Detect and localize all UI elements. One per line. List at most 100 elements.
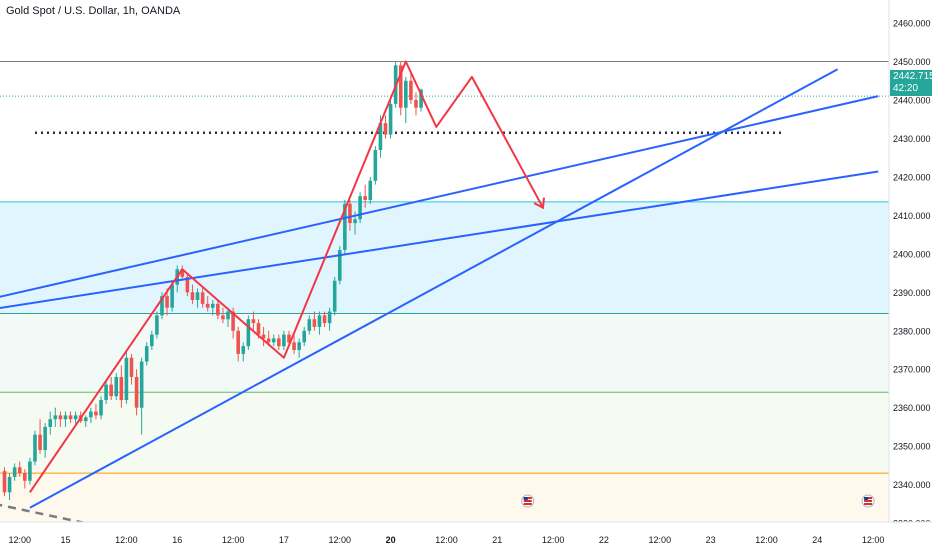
candle-body [63,415,68,420]
candle-body [231,311,235,331]
x-tick-label: 12:00 [862,535,885,545]
last-price-tag: 2442.715 42:20 [890,70,932,96]
projection-arrowhead [533,197,545,210]
candle-body [271,338,276,343]
candle-body [343,203,347,250]
flag-stripe [864,503,873,505]
x-tick-label: 12:00 [329,535,352,545]
candle-body [327,311,332,324]
candle-body [2,471,7,493]
x-tick-label: 12:00 [649,535,672,545]
candle-body [114,376,119,397]
x-tick-label: 20 [386,535,396,545]
candle-body [17,467,22,474]
flag-stripe [864,500,873,502]
candle-body [404,80,408,108]
x-tick-label: 12:00 [115,535,138,545]
y-tick-label: 2450.000 [893,57,931,67]
candle-body [12,467,17,477]
candle-body [190,292,195,300]
candle-body [89,411,93,418]
candle-body [53,415,58,420]
y-tick-label: 2360.000 [893,403,931,413]
last-price-value: 2442.715 [893,71,932,82]
time-axis[interactable] [0,522,932,550]
y-tick-label: 2350.000 [893,442,931,452]
bar-countdown: 42:20 [893,83,919,94]
candle-body [124,357,129,400]
candle-body [302,330,307,343]
candle-body [200,292,205,304]
price-zone [0,313,889,393]
candle-body [28,461,32,481]
candle-body [246,319,251,347]
candle-body [129,357,134,377]
x-tick-label: 21 [492,535,502,545]
candle-body [287,334,291,343]
x-tick-label: 23 [706,535,716,545]
candle-body [73,415,78,420]
trendline[interactable] [29,68,839,509]
y-tick-label: 2340.000 [893,480,931,490]
y-tick-label: 2440.000 [893,96,931,106]
candle-body [266,338,271,343]
candle-body [170,284,174,308]
candle-body [33,434,37,462]
x-tick-label: 12:00 [8,535,31,545]
candle-body [160,296,164,316]
candle-body [282,334,286,347]
candle-body [256,323,261,335]
candle-body [216,303,220,316]
candle-body [251,319,256,324]
candle-body [277,338,281,347]
projection-zigzag[interactable] [29,60,544,493]
candle-body [195,292,200,300]
candle-body [109,384,113,397]
candle-body [358,196,362,220]
price-zone [0,392,889,474]
flag-stripe [523,503,532,505]
candle-body [150,334,154,347]
candle-body [144,346,149,362]
trendline[interactable] [0,95,879,298]
trendline[interactable] [0,170,879,309]
candle-body [373,150,378,181]
candle-body [83,417,88,422]
y-tick-label: 2410.000 [893,211,931,221]
y-tick-label: 2420.000 [893,172,931,182]
candle-body [48,419,53,427]
y-tick-label: 2390.000 [893,288,931,298]
candle-body [398,65,403,108]
candle-body [419,89,423,108]
candle-body [180,269,185,277]
candle-body [414,100,418,108]
candle-body [332,280,337,312]
candle-body [312,319,317,327]
candle-body [226,311,230,320]
candle-body [119,376,124,400]
candle-body [155,315,159,335]
x-tick-label: 12:00 [222,535,245,545]
candle-body [307,319,312,331]
price-zone [0,473,889,522]
candle-body [383,123,388,135]
candle-body [139,361,144,408]
x-tick-label: 15 [60,535,70,545]
x-tick-label: 17 [279,535,289,545]
candle-body [337,250,342,281]
y-tick-label: 2460.000 [893,19,931,29]
x-tick-label: 12:00 [755,535,778,545]
x-tick-label: 22 [599,535,609,545]
candle-body [378,123,383,150]
candle-body [363,196,367,200]
candle-body [104,384,108,400]
candle-body [185,276,190,293]
candle-body [322,315,327,324]
candle-body [221,315,225,320]
candle-body [38,434,42,450]
candle-body [241,346,246,354]
x-tick-label: 12:00 [435,535,458,545]
y-tick-label: 2430.000 [893,134,931,144]
